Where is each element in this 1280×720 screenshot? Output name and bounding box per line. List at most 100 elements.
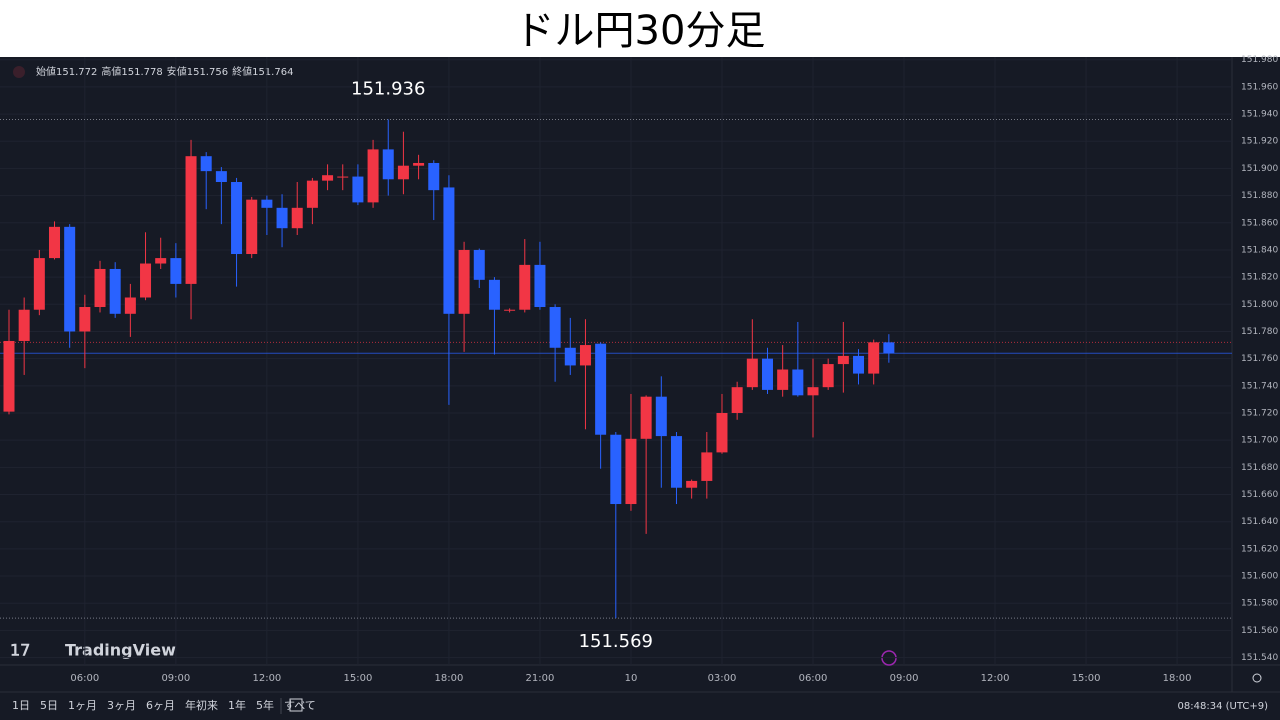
candle-body (382, 149, 394, 180)
x-tick-label: 09:00 (161, 673, 190, 684)
candle-body (79, 307, 91, 332)
candle-body (109, 268, 121, 314)
legend-value: 151.772 (56, 67, 97, 78)
range-button[interactable]: 年初来 (185, 698, 218, 712)
candle-body (397, 165, 409, 180)
candle-body (200, 156, 212, 172)
clock: 08:48:34 (UTC+9) (1178, 701, 1269, 712)
y-tick-label: 151.820 (1241, 273, 1278, 283)
candle-body (549, 307, 561, 348)
candle-body (504, 309, 516, 311)
y-tick-label: 151.560 (1241, 626, 1278, 636)
range-button[interactable]: 1年 (228, 698, 246, 712)
y-tick-label: 151.980 (1241, 55, 1278, 65)
x-tick-label: 12:00 (981, 673, 1010, 684)
candle-body (777, 369, 789, 390)
range-button[interactable]: 6ヶ月 (146, 699, 175, 712)
candle-body (868, 342, 880, 374)
candle-body (367, 149, 379, 203)
range-button[interactable]: すべて (284, 699, 316, 712)
y-tick-label: 151.720 (1241, 408, 1278, 418)
candle-body (3, 340, 15, 412)
range-button[interactable]: 1日 (12, 699, 30, 712)
candle-body (595, 343, 607, 435)
candle-body (534, 264, 546, 308)
range-button[interactable]: 5年 (256, 698, 274, 712)
candle-body (837, 355, 849, 365)
chart-title: ドル円30分足 (515, 8, 766, 54)
candle-body (716, 412, 728, 453)
candle-body (170, 258, 182, 284)
x-tick-label: 10 (625, 673, 638, 684)
candle-body (883, 342, 895, 354)
y-tick-label: 151.840 (1241, 245, 1278, 255)
candle-body (564, 347, 576, 366)
range-button[interactable]: 1ヶ月 (68, 699, 97, 712)
candle-body (306, 180, 318, 208)
candle-body (488, 279, 500, 310)
y-tick-label: 151.540 (1241, 653, 1278, 663)
legend-label: 始値 (36, 65, 56, 78)
candle-body (185, 156, 197, 284)
candle-body (746, 358, 758, 388)
legend-value: 151.778 (121, 67, 162, 78)
x-tick-label: 15:00 (343, 673, 372, 684)
candle-body (579, 345, 591, 366)
candle-body (140, 263, 152, 298)
x-tick-label: 06:00 (799, 673, 828, 684)
candle-body (473, 249, 485, 280)
legend-label: 高値 (101, 65, 121, 78)
settings-icon[interactable] (1252, 673, 1262, 683)
x-tick-label: 09:00 (890, 673, 919, 684)
y-tick-label: 151.600 (1241, 572, 1278, 582)
candle-body (519, 264, 531, 310)
y-tick-label: 151.680 (1241, 463, 1278, 473)
y-tick-label: 151.780 (1241, 327, 1278, 337)
x-tick-label: 15:00 (1072, 673, 1101, 684)
x-tick-label: 06:00 (70, 673, 99, 684)
candle-body (33, 258, 45, 310)
range-button[interactable]: 5日 (40, 699, 58, 712)
candle-body (640, 396, 652, 439)
candle-body (124, 297, 136, 314)
date-range-icon[interactable] (289, 698, 303, 712)
candle-body (291, 207, 303, 229)
y-tick-label: 151.700 (1241, 436, 1278, 446)
logo-mark: 𝟣𝟩 (10, 641, 30, 660)
candle-body (246, 199, 258, 255)
candle-body (731, 387, 743, 413)
y-tick-label: 151.900 (1241, 164, 1278, 174)
y-tick-label: 151.740 (1241, 381, 1278, 391)
y-tick-label: 151.760 (1241, 354, 1278, 364)
candle-body (443, 187, 455, 314)
candle-body (610, 434, 622, 505)
legend-value: 151.756 (187, 67, 228, 78)
x-tick-label: 18:00 (1163, 673, 1192, 684)
candle-body (670, 436, 682, 488)
y-tick-label: 151.920 (1241, 137, 1278, 147)
legend-label: 安値 (167, 65, 187, 78)
candle-body (807, 387, 819, 396)
candle-body (18, 309, 30, 341)
title-band (0, 0, 1280, 57)
y-tick-label: 151.860 (1241, 218, 1278, 228)
y-tick-label: 151.800 (1241, 300, 1278, 310)
candle-body (276, 207, 288, 229)
watermark: TradingView (65, 641, 176, 660)
high-label: 151.936 (351, 79, 425, 100)
candle-body (822, 364, 834, 388)
y-tick-label: 151.880 (1241, 191, 1278, 201)
candle-body (337, 176, 349, 178)
candle-body (701, 452, 713, 481)
legend-value: 151.764 (252, 67, 293, 78)
candle-body (352, 176, 364, 203)
candle-body (94, 268, 106, 308)
candle-body (686, 480, 698, 488)
y-tick-label: 151.620 (1241, 544, 1278, 554)
candle-body (413, 162, 425, 166)
candle-body (215, 171, 227, 183)
range-button[interactable]: 3ヶ月 (107, 699, 136, 712)
y-tick-label: 151.580 (1241, 599, 1278, 609)
